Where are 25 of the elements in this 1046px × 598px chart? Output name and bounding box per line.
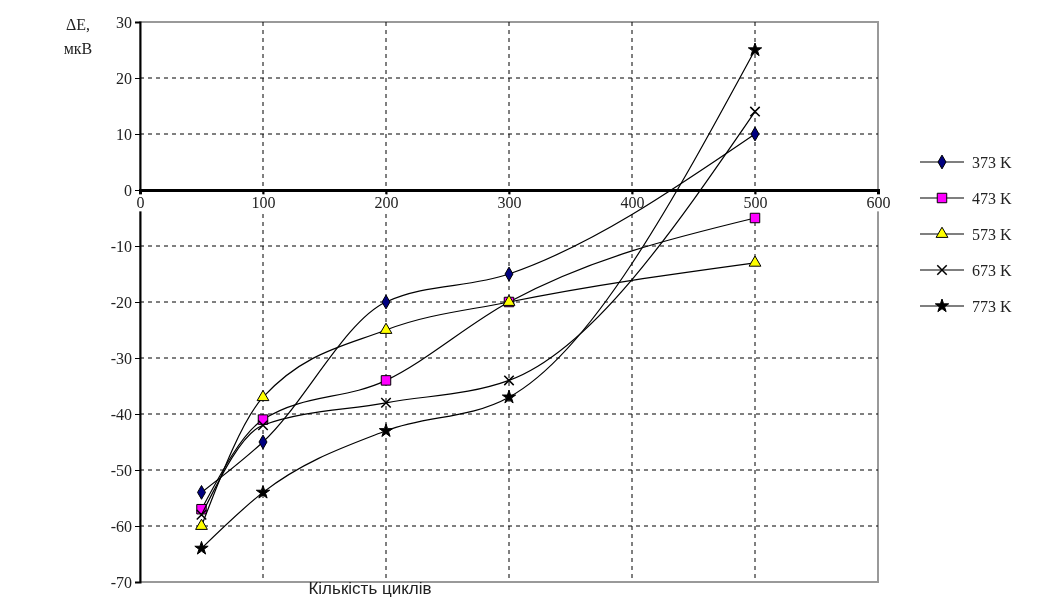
y-tick-label: 10 [116,125,132,143]
y-axis-title: ΔE, мкВ [63,16,93,57]
x-tick-label: 500 [743,194,768,212]
y-tick-label: 30 [116,13,132,31]
x-axis-title: Кількість циклів [308,579,432,598]
y-tick-label: -40 [110,405,132,423]
legend-label: 773 K [972,298,1012,315]
y-tick-label: 0 [124,181,132,199]
y-tick-label: -50 [110,461,132,479]
y-tick-label: -30 [110,349,132,367]
y-tick-label: -20 [110,293,132,311]
legend-label: 373 K [972,154,1012,171]
legend-label: 573 K [972,226,1012,243]
x-tick-label: 200 [374,194,399,212]
y-tick-label: 20 [116,69,132,87]
y-tick-label: -10 [110,237,132,255]
x-tick-label: 600 [866,194,891,212]
legend-label: 673 K [972,262,1012,279]
x-tick-label: 300 [497,194,522,212]
y-tick-label: -60 [110,517,132,535]
x-tick-label: 0 [136,194,145,212]
x-tick-label: 100 [251,194,276,212]
x-tick-label: 400 [620,194,645,212]
legend-label: 473 K [972,190,1012,207]
y-tick-label: -70 [110,573,132,591]
